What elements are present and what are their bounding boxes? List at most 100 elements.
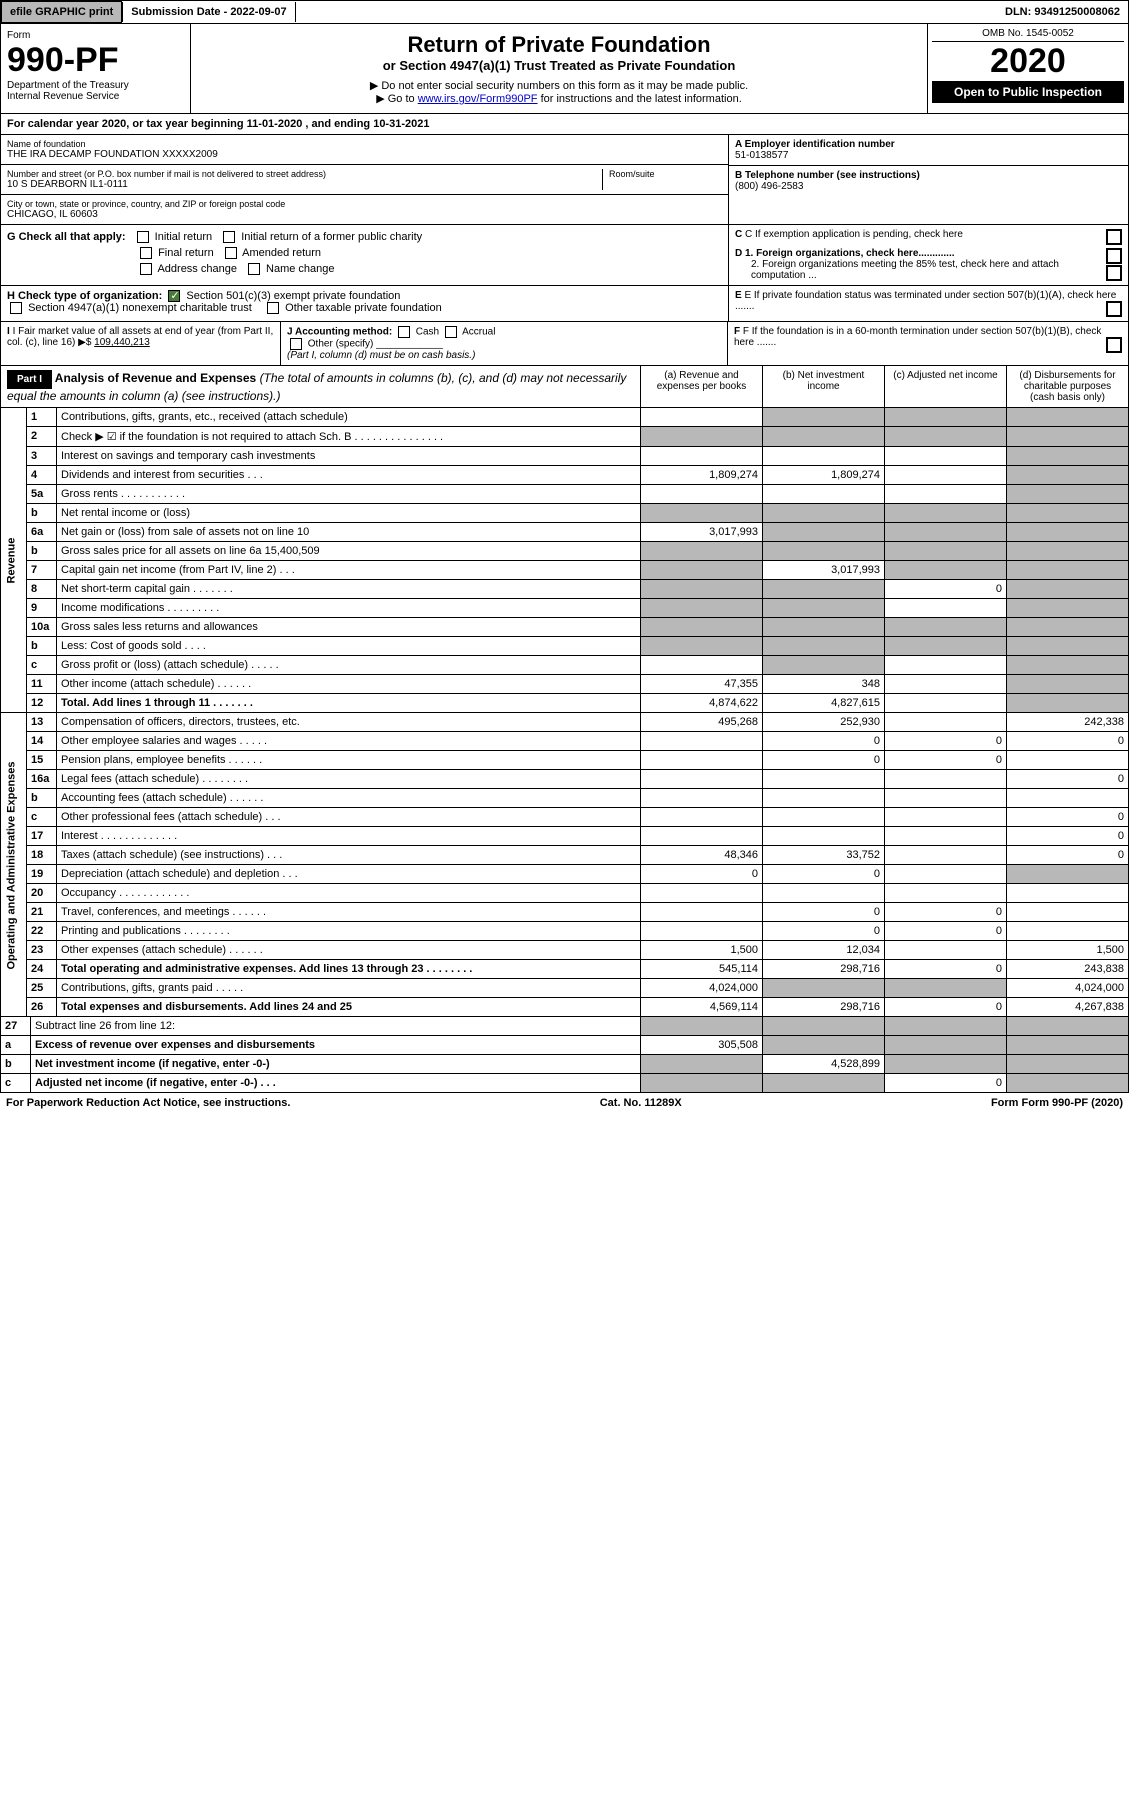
table-row: bGross sales price for all assets on lin… bbox=[1, 542, 1129, 561]
table-row: 20Occupancy . . . . . . . . . . . . bbox=[1, 884, 1129, 903]
amended-return-checkbox[interactable] bbox=[225, 247, 237, 259]
foundation-name: THE IRA DECAMP FOUNDATION XXXXX2009 bbox=[7, 149, 722, 160]
table-row: bAccounting fees (attach schedule) . . .… bbox=[1, 789, 1129, 808]
ein-value: 51-0138577 bbox=[735, 150, 1122, 161]
initial-return-checkbox[interactable] bbox=[137, 231, 149, 243]
submission-date: Submission Date - 2022-09-07 bbox=[122, 2, 295, 22]
i-label: I bbox=[7, 326, 10, 337]
table-row: 16aLegal fees (attach schedule) . . . . … bbox=[1, 770, 1129, 789]
name-label: Name of foundation bbox=[7, 139, 722, 149]
other-method-checkbox[interactable] bbox=[290, 338, 302, 350]
calendar-year: For calendar year 2020, or tax year begi… bbox=[0, 114, 1129, 135]
table-row: 25Contributions, gifts, grants paid . . … bbox=[1, 979, 1129, 998]
instruction-2: ▶ Go to www.irs.gov/Form990PF for instru… bbox=[199, 92, 919, 105]
final-return-checkbox[interactable] bbox=[140, 247, 152, 259]
501c3-checkbox[interactable] bbox=[168, 290, 180, 302]
fmv-value: 109,440,213 bbox=[94, 337, 150, 348]
table-row: 3Interest on savings and temporary cash … bbox=[1, 447, 1129, 466]
table-row: 26Total expenses and disbursements. Add … bbox=[1, 998, 1129, 1017]
col-b-header: (b) Net investment income bbox=[762, 366, 884, 407]
foundation-city: CHICAGO, IL 60603 bbox=[7, 209, 722, 220]
d1-checkbox[interactable] bbox=[1106, 248, 1122, 264]
f-label: F If the foundation is in a 60-month ter… bbox=[734, 326, 1101, 348]
h-label: H Check type of organization: bbox=[7, 290, 162, 302]
expense-table: Operating and Administrative Expenses13C… bbox=[0, 713, 1129, 1017]
table-row: aExcess of revenue over expenses and dis… bbox=[1, 1036, 1129, 1055]
c-checkbox[interactable] bbox=[1106, 229, 1122, 245]
table-row: 23Other expenses (attach schedule) . . .… bbox=[1, 941, 1129, 960]
initial-former-checkbox[interactable] bbox=[223, 231, 235, 243]
d2-label: 2. Foreign organizations meeting the 85%… bbox=[735, 259, 1122, 281]
table-row: bLess: Cost of goods sold . . . . bbox=[1, 637, 1129, 656]
form-header: Form 990-PF Department of the Treasury I… bbox=[0, 24, 1129, 114]
table-row: 19Depreciation (attach schedule) and dep… bbox=[1, 865, 1129, 884]
part1-title: Analysis of Revenue and Expenses (The to… bbox=[7, 371, 626, 403]
address-change-checkbox[interactable] bbox=[140, 263, 152, 275]
d2-checkbox[interactable] bbox=[1106, 265, 1122, 281]
cash-checkbox[interactable] bbox=[398, 326, 410, 338]
other-taxable-checkbox[interactable] bbox=[267, 302, 279, 314]
ein-label: A Employer identification number bbox=[735, 139, 1122, 150]
table-row: Revenue1Contributions, gifts, grants, et… bbox=[1, 408, 1129, 427]
table-row: 7Capital gain net income (from Part IV, … bbox=[1, 561, 1129, 580]
g-label: G Check all that apply: bbox=[7, 231, 126, 243]
omb-number: OMB No. 1545-0052 bbox=[932, 28, 1124, 42]
section-label: Operating and Administrative Expenses bbox=[1, 713, 27, 1017]
table-row: 8Net short-term capital gain . . . . . .… bbox=[1, 580, 1129, 599]
dln: DLN: 93491250008062 bbox=[997, 2, 1128, 22]
open-public-badge: Open to Public Inspection bbox=[932, 81, 1124, 103]
table-row: 14Other employee salaries and wages . . … bbox=[1, 732, 1129, 751]
table-row: 9Income modifications . . . . . . . . . bbox=[1, 599, 1129, 618]
table-row: 4Dividends and interest from securities … bbox=[1, 466, 1129, 485]
table-row: 5aGross rents . . . . . . . . . . . bbox=[1, 485, 1129, 504]
addr-label: Number and street (or P.O. box number if… bbox=[7, 169, 602, 179]
form-title: Return of Private Foundation bbox=[199, 32, 919, 58]
table-row: 12Total. Add lines 1 through 11 . . . . … bbox=[1, 694, 1129, 713]
e-label: E If private foundation status was termi… bbox=[735, 290, 1116, 312]
phone-label: B Telephone number (see instructions) bbox=[735, 170, 1122, 181]
city-label: City or town, state or province, country… bbox=[7, 199, 722, 209]
instructions-link[interactable]: www.irs.gov/Form990PF bbox=[418, 93, 538, 105]
section-label: Revenue bbox=[1, 408, 27, 713]
j-note: (Part I, column (d) must be on cash basi… bbox=[287, 350, 475, 361]
table-row: 6aNet gain or (loss) from sale of assets… bbox=[1, 523, 1129, 542]
f-checkbox[interactable] bbox=[1106, 337, 1122, 353]
4947-checkbox[interactable] bbox=[10, 302, 22, 314]
e-checkbox[interactable] bbox=[1106, 301, 1122, 317]
table-row: 15Pension plans, employee benefits . . .… bbox=[1, 751, 1129, 770]
table-row: Operating and Administrative Expenses13C… bbox=[1, 713, 1129, 732]
bottom-table: 27Subtract line 26 from line 12:aExcess … bbox=[0, 1017, 1129, 1093]
d1-label: D 1. Foreign organizations, check here..… bbox=[735, 248, 1122, 259]
c-label: C C If exemption application is pending,… bbox=[735, 229, 1122, 240]
table-row: 22Printing and publications . . . . . . … bbox=[1, 922, 1129, 941]
form-number: 990-PF bbox=[7, 41, 184, 80]
entity-info: Name of foundation THE IRA DECAMP FOUNDA… bbox=[0, 135, 1129, 225]
efile-button[interactable]: efile GRAPHIC print bbox=[1, 1, 122, 23]
table-row: 27Subtract line 26 from line 12: bbox=[1, 1017, 1129, 1036]
tax-year: 2020 bbox=[932, 42, 1124, 81]
table-row: 17Interest . . . . . . . . . . . . .0 bbox=[1, 827, 1129, 846]
table-row: cOther professional fees (attach schedul… bbox=[1, 808, 1129, 827]
phone-value: (800) 496-2583 bbox=[735, 181, 1122, 192]
table-row: 18Taxes (attach schedule) (see instructi… bbox=[1, 846, 1129, 865]
revenue-table: Revenue1Contributions, gifts, grants, et… bbox=[0, 408, 1129, 713]
foundation-address: 10 S DEARBORN IL1-0111 bbox=[7, 179, 602, 190]
top-bar: efile GRAPHIC print Submission Date - 20… bbox=[0, 0, 1129, 24]
instruction-1: ▶ Do not enter social security numbers o… bbox=[199, 79, 919, 92]
table-row: cGross profit or (loss) (attach schedule… bbox=[1, 656, 1129, 675]
col-d-header: (d) Disbursements for charitable purpose… bbox=[1006, 366, 1128, 407]
form-footer: For Paperwork Reduction Act Notice, see … bbox=[0, 1093, 1129, 1113]
room-label: Room/suite bbox=[609, 169, 722, 179]
dept-irs: Internal Revenue Service bbox=[7, 91, 184, 102]
table-row: 10aGross sales less returns and allowanc… bbox=[1, 618, 1129, 637]
accrual-checkbox[interactable] bbox=[445, 326, 457, 338]
footer-left: For Paperwork Reduction Act Notice, see … bbox=[6, 1097, 290, 1109]
dept-treasury: Department of the Treasury bbox=[7, 80, 184, 91]
name-change-checkbox[interactable] bbox=[248, 263, 260, 275]
form-subtitle: or Section 4947(a)(1) Trust Treated as P… bbox=[199, 58, 919, 73]
table-row: bNet investment income (if negative, ent… bbox=[1, 1055, 1129, 1074]
col-c-header: (c) Adjusted net income bbox=[884, 366, 1006, 407]
form-label: Form bbox=[7, 30, 184, 41]
table-row: cAdjusted net income (if negative, enter… bbox=[1, 1074, 1129, 1093]
j-label: J Accounting method: bbox=[287, 327, 392, 338]
